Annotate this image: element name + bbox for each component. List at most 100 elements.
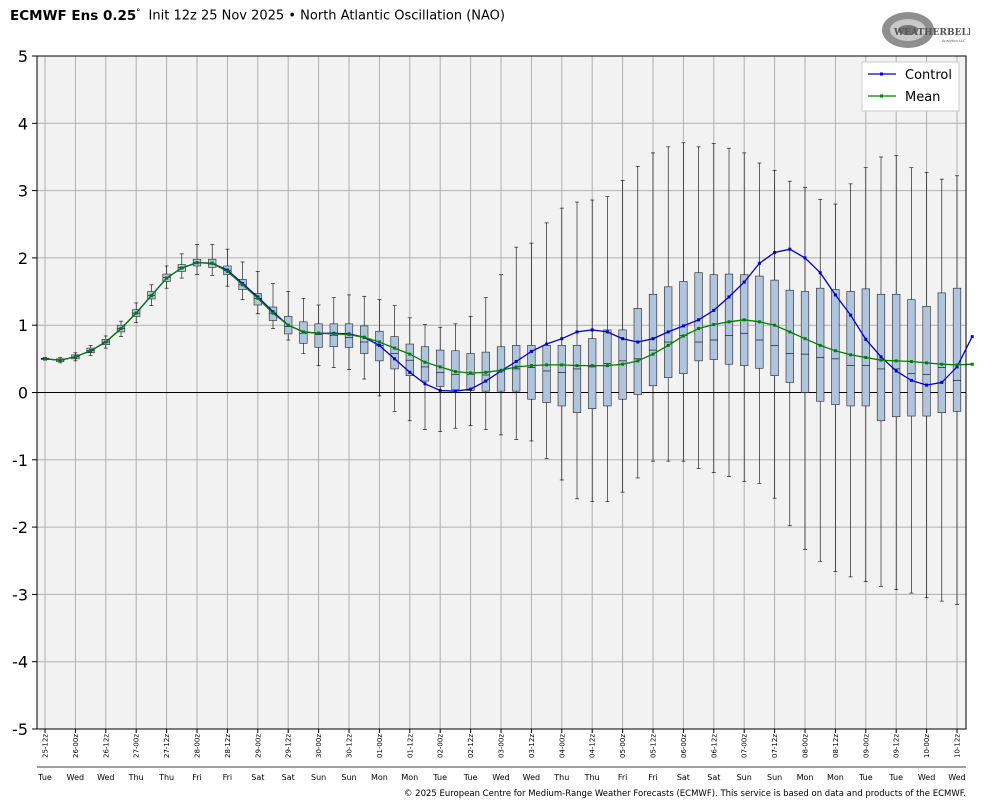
control-marker	[757, 261, 761, 265]
mean-marker	[970, 362, 974, 366]
legend-box	[861, 61, 960, 112]
mean-marker	[210, 261, 214, 265]
ensemble-box	[907, 299, 916, 417]
x-run-label: 28-00z	[194, 734, 202, 758]
mean-marker	[499, 368, 503, 372]
x-day-label: Tue	[463, 773, 478, 782]
degree-symbol: °	[136, 7, 141, 16]
legend-mean-marker	[880, 94, 883, 98]
mean-line	[44, 261, 973, 374]
control-marker	[727, 295, 731, 299]
y-tick-label: -3	[12, 585, 28, 604]
y-tick-label: -4	[12, 653, 28, 672]
mean-marker	[149, 294, 153, 298]
control-marker	[909, 378, 913, 382]
mean-marker	[651, 352, 655, 356]
legend-control-label: Control	[905, 68, 952, 83]
x-day-label: Tue	[432, 773, 447, 782]
x-day-label: Wed	[948, 773, 965, 782]
mean-marker	[43, 357, 47, 361]
title-bullet: •	[288, 8, 297, 24]
x-run-label: 02-12z	[467, 734, 475, 758]
x-run-label: 27-00z	[133, 734, 141, 758]
mean-marker	[469, 371, 473, 375]
control-marker	[818, 271, 822, 275]
ensemble-box	[937, 292, 946, 413]
mean-marker	[666, 343, 670, 347]
mean-marker	[818, 343, 822, 347]
mean-marker	[742, 318, 746, 322]
x-run-label: 01-00z	[376, 734, 384, 758]
mean-marker	[757, 320, 761, 324]
x-run-label: 05-00z	[619, 734, 627, 758]
ensemble-box	[846, 291, 855, 407]
x-day-label: Fri	[618, 773, 628, 782]
mean-marker	[362, 335, 366, 339]
x-day-label: Fri	[192, 773, 202, 782]
x-run-label: 06-00z	[680, 734, 688, 758]
ensemble-box	[770, 279, 779, 376]
control-marker	[438, 388, 442, 392]
control-marker	[955, 365, 959, 369]
ensemble-box	[405, 343, 414, 376]
y-tick-labels: -5 -4 -3 -2 -1 0 1 2 3 4 5	[12, 47, 37, 739]
x-day-label: Tue	[888, 773, 903, 782]
ensemble-box	[603, 329, 612, 407]
x-day-label: Fri	[648, 773, 658, 782]
mean-marker	[529, 364, 533, 368]
control-marker	[590, 328, 594, 332]
x-run-label: 29-12z	[285, 734, 293, 758]
control-marker	[651, 337, 655, 341]
x-run-label: 03-00z	[498, 734, 506, 758]
mean-marker	[833, 349, 837, 353]
x-run-label: 09-00z	[862, 734, 870, 758]
ensemble-box	[861, 288, 870, 407]
mean-marker	[636, 359, 640, 363]
x-day-label: Mon	[371, 773, 388, 782]
x-run-label: 04-12z	[589, 734, 597, 758]
control-marker	[560, 337, 564, 341]
ensemble-box	[360, 325, 369, 354]
mean-marker	[940, 362, 944, 366]
mean-marker	[271, 311, 275, 315]
x-run-label: 10-12z	[954, 734, 962, 758]
x-run-label: 08-12z	[832, 734, 840, 758]
x-day-label: Tue	[858, 773, 873, 782]
control-marker	[621, 337, 625, 341]
mean-marker	[180, 266, 184, 270]
mean-marker	[301, 330, 305, 334]
mean-marker	[909, 360, 913, 364]
x-run-label: 25-12z	[42, 734, 50, 758]
x-day-label: Sun	[767, 773, 782, 782]
x-day-label: Thu	[158, 773, 174, 782]
mean-marker	[58, 358, 62, 362]
y-tick-label: 3	[18, 182, 28, 201]
copyright-footer: © 2025 European Centre for Medium-Range …	[403, 789, 966, 799]
x-day-label: Wed	[97, 773, 114, 782]
mean-marker	[332, 332, 336, 336]
mean-marker	[514, 365, 518, 369]
model-label: ECMWF Ens 0.25	[10, 7, 137, 24]
y-tick-label: 2	[18, 249, 28, 268]
control-marker	[681, 324, 685, 328]
x-day-label: Sat	[251, 773, 264, 782]
mean-marker	[879, 358, 883, 362]
control-marker	[894, 369, 898, 373]
mean-marker	[134, 311, 138, 315]
control-marker	[393, 357, 397, 361]
control-marker	[545, 342, 549, 346]
mean-marker	[408, 352, 412, 356]
x-run-label: 10-00z	[923, 734, 931, 758]
x-day-label: Wed	[523, 773, 540, 782]
y-tick-label: 4	[18, 114, 28, 133]
mean-marker	[423, 360, 427, 364]
ensemble-box	[952, 287, 962, 412]
x-day-label: Fri	[223, 773, 233, 782]
mean-marker	[681, 334, 685, 338]
y-tick-label: 5	[18, 47, 28, 66]
logo-text: WEATHERBELL	[893, 28, 970, 38]
ensemble-box	[314, 323, 323, 348]
init-time: Init 12z 25 Nov 2025	[148, 8, 285, 24]
x-day-label: Sun	[341, 773, 356, 782]
